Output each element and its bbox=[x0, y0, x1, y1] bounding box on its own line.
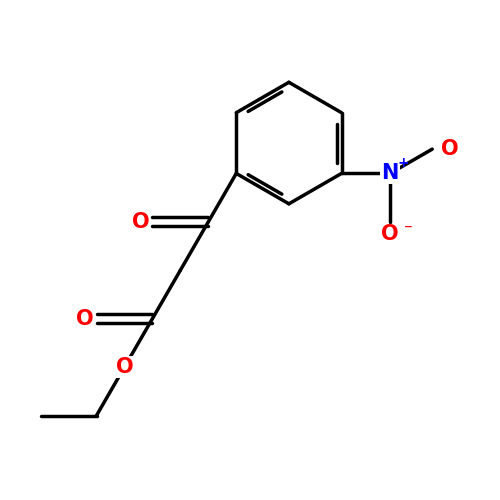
Text: ⁻: ⁻ bbox=[404, 220, 413, 238]
Text: O: O bbox=[76, 308, 94, 328]
Text: N: N bbox=[382, 164, 399, 184]
Text: O: O bbox=[441, 139, 458, 159]
Text: O: O bbox=[132, 212, 150, 232]
Text: O: O bbox=[116, 357, 134, 377]
Text: +: + bbox=[398, 156, 409, 170]
Text: O: O bbox=[382, 224, 399, 244]
